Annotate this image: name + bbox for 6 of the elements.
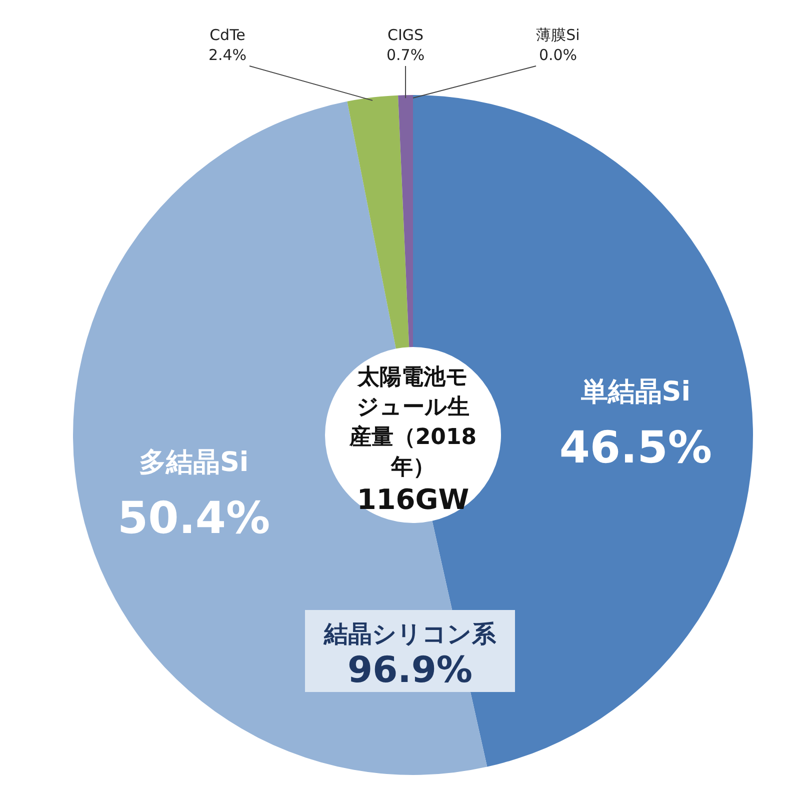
slice-label: CIGS [388,26,424,44]
text: 太陽電池モジュール生産量（2018年） [348,364,478,482]
data-label: 0.7% [386,46,425,64]
text: 116GW [356,483,470,517]
slice-label: CdTe [210,26,246,44]
data-label: 2.4% [208,46,247,64]
